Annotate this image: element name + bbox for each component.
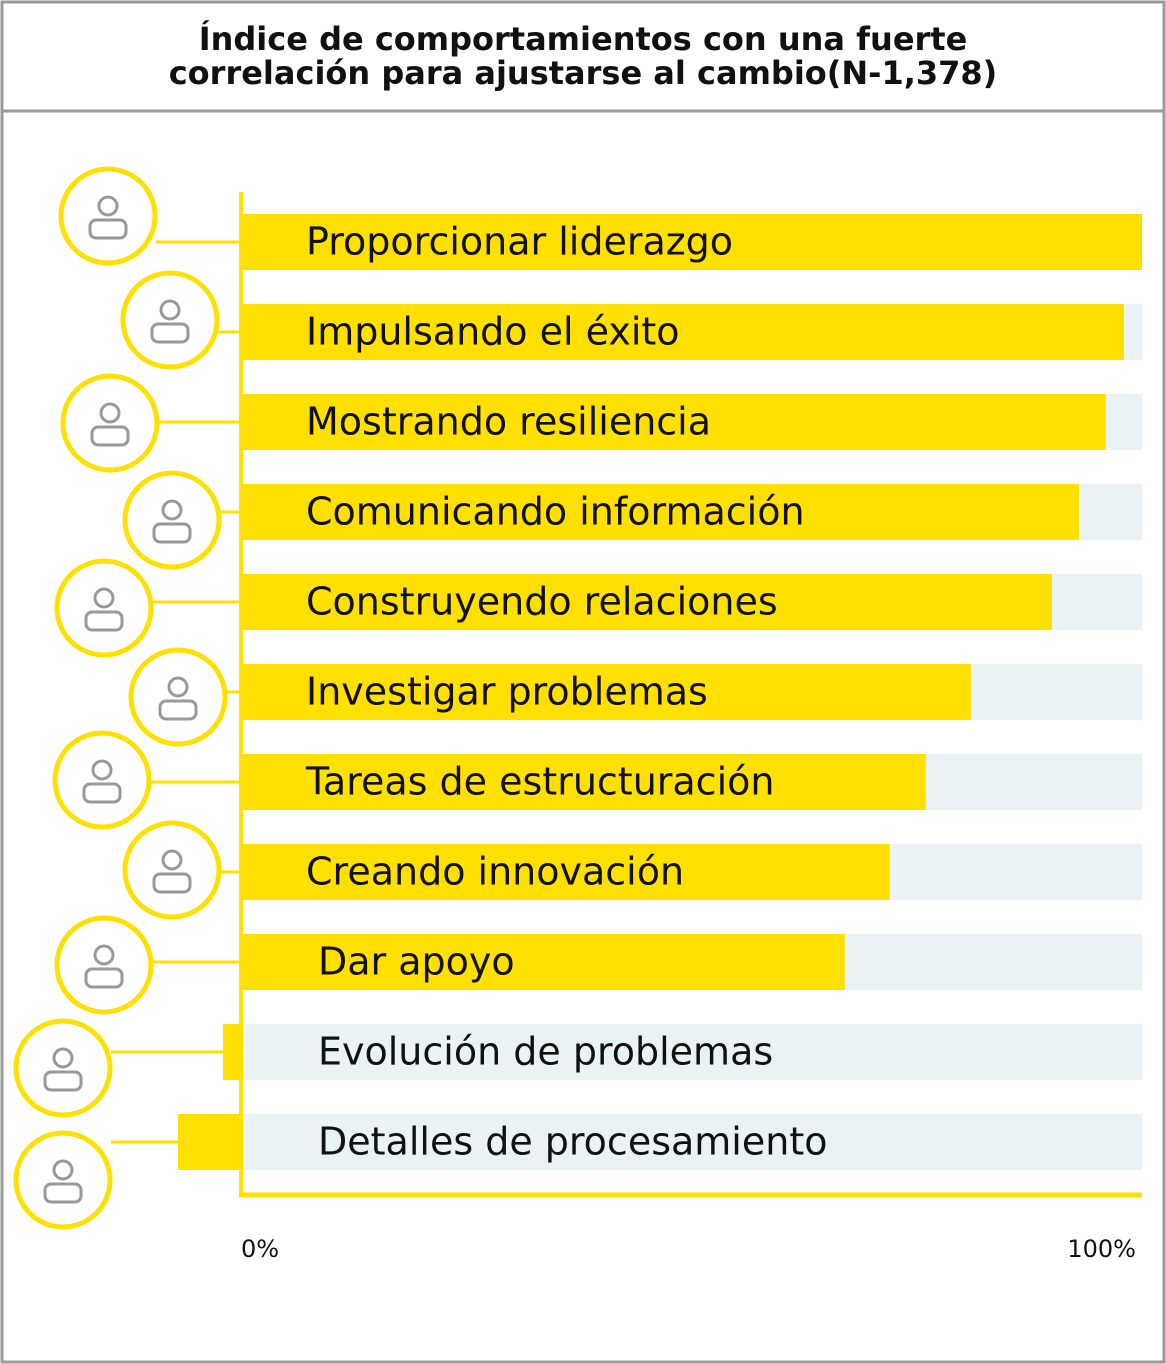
bar-label: Mostrando resiliencia [306,400,711,444]
icon-glyph [152,872,192,894]
bar-label: Construyendo relaciones [306,580,778,624]
bar [241,394,1106,450]
bar [241,934,845,990]
bar [222,1024,241,1080]
icon-glyph [97,195,119,217]
bar-label: Dar apoyo [318,940,515,984]
icon-glyph [159,299,181,321]
title-box: Índice de comportamientos con una fuerte… [0,0,1166,112]
icon-glyph [43,1070,83,1092]
bar-label: Comunicando información [306,490,805,534]
bar [241,664,971,720]
icon-glyph [90,425,130,447]
icon-glyph [161,499,183,521]
bar [241,484,1079,540]
bar [241,754,926,810]
bar-label: Investigar problemas [306,670,708,714]
icon-glyph [152,522,192,544]
icon-glyph [93,587,115,609]
icon-glyph [43,1182,83,1204]
x-tick-label: 0% [241,1235,279,1263]
icon-glyph [91,759,113,781]
bar-label: Detalles de procesamiento [318,1120,827,1164]
icon-glyph [52,1047,74,1069]
bar [241,214,1142,270]
track [241,1114,1142,1170]
icon-glyph [158,699,198,721]
icon-glyph [93,944,115,966]
bar-label: Creando innovación [306,850,684,894]
icon-glyph [52,1159,74,1181]
bar [241,844,890,900]
icon-glyph [84,967,124,989]
bar-label: Proporcionar liderazgo [306,220,733,264]
bar-label: Impulsando el éxito [306,310,680,354]
icon-glyph [99,402,121,424]
x-tick-label: 100% [1067,1235,1136,1263]
icon-glyph [167,676,189,698]
icon-glyph [161,849,183,871]
chart-title: Índice de comportamientos con una fuerte… [168,20,998,92]
bar [177,1114,241,1170]
icon-glyph [88,218,128,240]
bar [241,304,1124,360]
icon-glyph [84,610,124,632]
bar-label: Tareas de estructuración [305,760,774,804]
icon-glyph [82,782,122,804]
track [241,1024,1142,1080]
icon-glyph [150,322,190,344]
bar-label: Evolución de problemas [318,1030,773,1074]
bar [241,574,1052,630]
